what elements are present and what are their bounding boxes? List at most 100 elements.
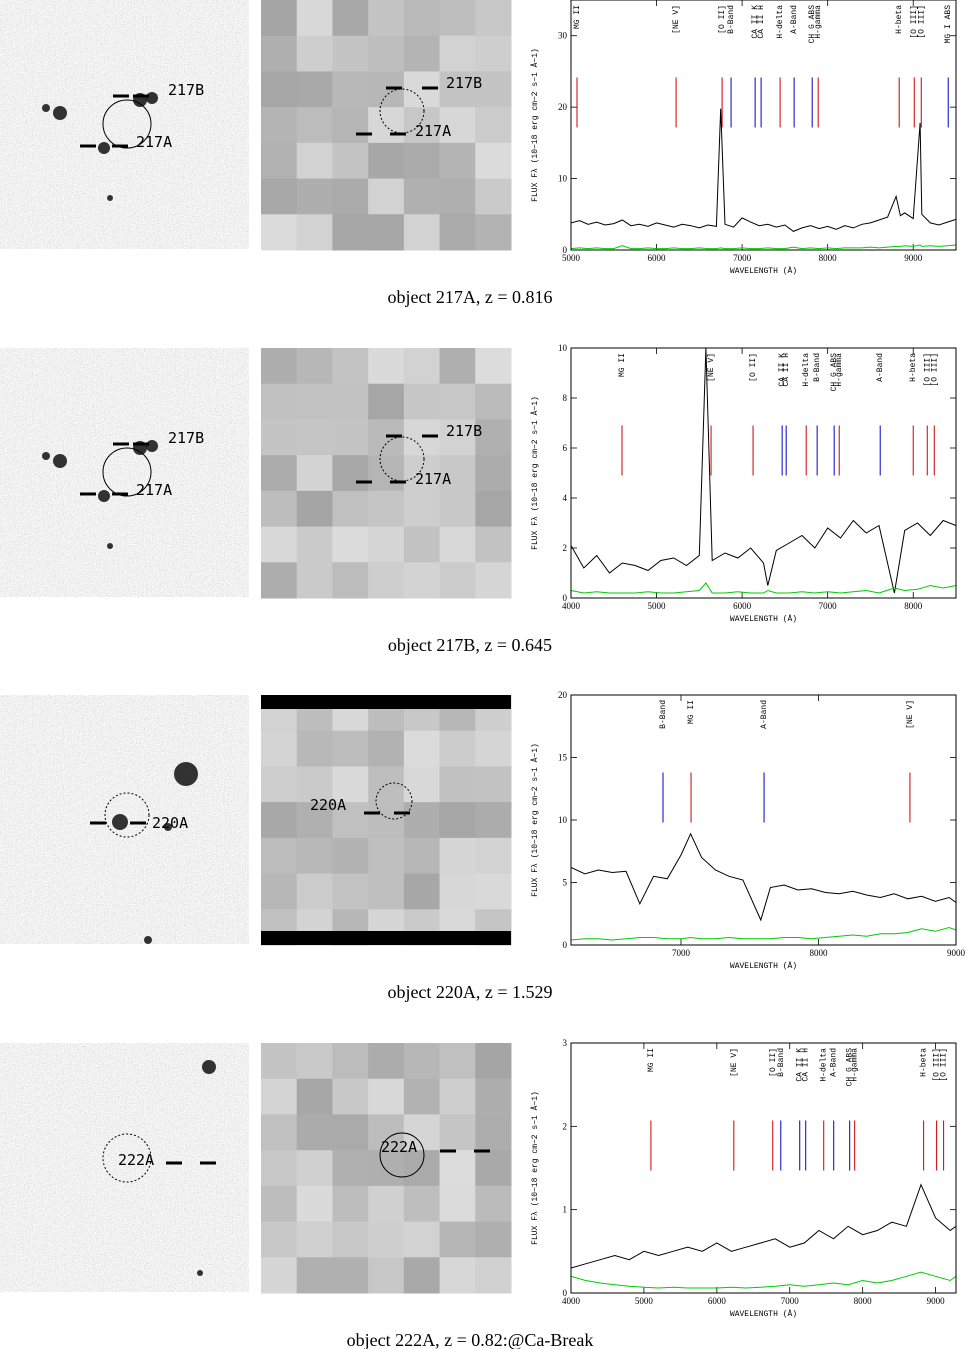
xray-pixel xyxy=(368,873,405,910)
object-label: 217B xyxy=(168,429,204,447)
position-circle xyxy=(102,99,152,149)
y-tick-label: 0 xyxy=(563,940,568,950)
spectral-line-label: MG II xyxy=(573,5,582,29)
object-label: 217B xyxy=(168,81,204,99)
xray-pixel xyxy=(261,1185,298,1223)
xray-pixel xyxy=(368,455,405,492)
optical-image xyxy=(0,1043,249,1292)
xray-pixel xyxy=(403,837,441,875)
position-circle xyxy=(375,782,413,820)
x-tick-label: 9000 xyxy=(927,1296,946,1306)
xray-pixel xyxy=(296,766,333,803)
xray-pixel xyxy=(439,1221,476,1258)
xray-pixel xyxy=(296,178,333,215)
xray-pixel xyxy=(439,730,476,767)
spectral-line-label: MG I ABS xyxy=(944,5,953,44)
xray-pixel xyxy=(439,142,476,180)
source-blob xyxy=(98,142,110,154)
spectral-line-label: [O III] xyxy=(910,5,919,39)
xray-pixel xyxy=(439,837,476,875)
xray-pixel xyxy=(332,35,369,72)
source-blob xyxy=(42,104,50,112)
xray-pixel xyxy=(332,142,369,180)
xray-pixel xyxy=(403,1114,441,1151)
xray-pixel xyxy=(475,730,512,767)
object-label: 217B xyxy=(446,422,482,440)
y-tick-label: 8 xyxy=(563,393,568,403)
spectral-line-label: [O III] xyxy=(930,353,939,387)
xray-pixel xyxy=(332,730,369,767)
x-tick-label: 8000 xyxy=(904,601,923,611)
source-blob xyxy=(107,195,113,201)
xray-pixel xyxy=(296,348,333,385)
xray-pixel xyxy=(475,142,512,180)
spectrum-line xyxy=(571,926,956,941)
xray-pixel xyxy=(439,873,476,910)
xray-pixel xyxy=(403,0,441,37)
xray-pixel xyxy=(296,1078,333,1115)
spectrum-line xyxy=(571,1271,956,1289)
xray-pixel xyxy=(296,1185,333,1223)
position-circle xyxy=(379,1132,425,1178)
xray-pixel xyxy=(261,0,298,37)
source-blob xyxy=(146,92,158,104)
xray-pixel xyxy=(439,766,476,803)
spectral-line-label: H-beta xyxy=(920,1048,929,1077)
caption: object 222A, z = 0.82:@Ca-Break xyxy=(347,1330,594,1349)
xray-pixel xyxy=(261,802,298,839)
xray-pixel xyxy=(261,730,298,767)
spectral-line-label: [O III] xyxy=(933,1048,942,1082)
xray-pixel xyxy=(261,1150,298,1187)
xray-pixel xyxy=(296,837,333,875)
xray-pixel xyxy=(439,1150,476,1187)
xray-pixel xyxy=(368,802,405,839)
y-axis-label: FLUX Fλ (10−18 erg cm−2 s−1 Å−1) xyxy=(531,396,540,550)
xray-pixel xyxy=(296,107,333,144)
x-tick-label: 7000 xyxy=(819,601,838,611)
spectral-line-label: A-Band xyxy=(876,353,885,382)
spectral-line-label: [O II] xyxy=(718,5,727,34)
spectral-line-label: [NE V] xyxy=(730,1048,739,1077)
xray-pixel xyxy=(261,873,298,910)
spectral-line-label: CH G ABS xyxy=(846,1048,855,1087)
spectral-line-label: CA II H xyxy=(802,1048,811,1082)
xray-pixel xyxy=(475,419,512,456)
xray-pixel xyxy=(403,562,441,599)
y-tick-label: 6 xyxy=(563,443,568,453)
plot-frame xyxy=(570,347,957,599)
source-blob xyxy=(202,1060,216,1074)
xray-pixel xyxy=(332,383,369,420)
xray-pixel xyxy=(332,419,369,456)
xray-pixel xyxy=(439,526,476,563)
xray-pixel xyxy=(332,766,369,803)
x-tick-label: 6000 xyxy=(708,1296,727,1306)
xray-pixel xyxy=(403,178,441,215)
xray-pixel xyxy=(475,71,512,108)
xray-pixel xyxy=(439,0,476,37)
xray-pixel xyxy=(296,1043,333,1080)
xray-pixel xyxy=(475,802,512,839)
xray-pixel xyxy=(296,490,333,528)
y-tick-label: 30 xyxy=(558,31,568,41)
xray-pixel xyxy=(368,1221,405,1258)
xray-pixel xyxy=(261,35,298,72)
xray-pixel xyxy=(261,1221,298,1258)
xray-pixel xyxy=(368,0,405,37)
xray-pixel xyxy=(368,1257,405,1294)
position-circle xyxy=(379,88,425,134)
object-label: 217B xyxy=(446,74,482,92)
xray-pixel xyxy=(475,766,512,803)
xray-pixel xyxy=(368,71,405,108)
source-blob xyxy=(53,106,67,120)
xray-pixel xyxy=(403,490,441,528)
xray-pixel xyxy=(475,383,512,420)
spectral-line-label: [O II] xyxy=(769,1048,778,1077)
xray-pixel xyxy=(296,1150,333,1187)
spectral-line-label: H-delta xyxy=(820,1048,829,1082)
xray-pixel xyxy=(332,455,369,492)
y-tick-label: 10 xyxy=(558,343,568,353)
spectral-line-label: MG II xyxy=(687,700,696,724)
xray-pixel xyxy=(403,35,441,72)
xray-pixel xyxy=(403,142,441,180)
source-blob xyxy=(107,543,113,549)
